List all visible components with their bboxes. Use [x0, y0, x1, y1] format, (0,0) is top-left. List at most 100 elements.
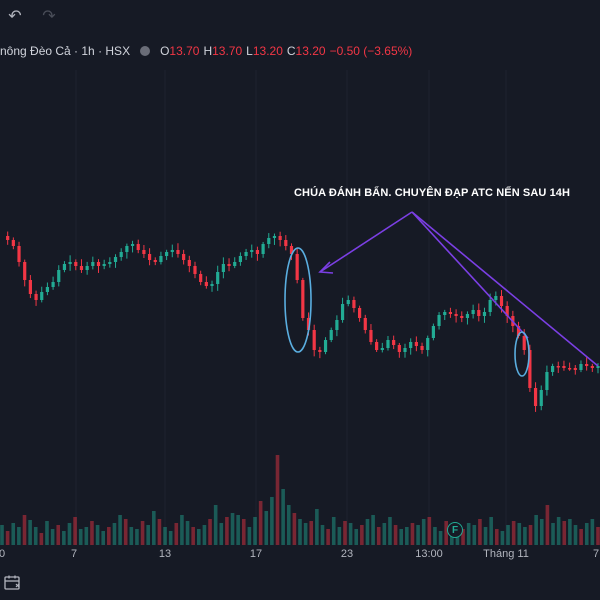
volume-bar [568, 519, 572, 545]
volume-bar [292, 513, 297, 545]
volume-bar [405, 527, 409, 545]
candle-body [170, 250, 174, 252]
candle-body [329, 330, 333, 340]
volume-bar [264, 511, 269, 545]
candle-body [113, 257, 118, 262]
candle-body [136, 244, 140, 250]
volume-bar [50, 529, 55, 545]
candle-body [306, 318, 311, 330]
low-value: 13.20 [252, 44, 283, 58]
candle-body [261, 244, 265, 254]
volume-bar [286, 505, 291, 545]
candle-body [238, 256, 242, 262]
candle-body [28, 280, 32, 294]
trend-arrow-left[interactable] [319, 211, 413, 273]
candle-body [6, 236, 10, 240]
volume-bar [528, 525, 533, 545]
candle-body [516, 326, 521, 336]
volume-bar [551, 523, 555, 545]
candle-body [23, 262, 27, 280]
volume-bar [500, 531, 505, 545]
volume-bar [5, 531, 10, 545]
volume-bar [511, 521, 516, 545]
volume-bar [247, 527, 252, 545]
candle-body [454, 314, 458, 316]
volume-bar [140, 521, 145, 545]
volume-bar [219, 523, 224, 545]
candle-body [437, 315, 441, 326]
volume-bar [584, 523, 589, 545]
candle-body [528, 350, 532, 388]
candle-body [397, 345, 401, 352]
volume-bar [163, 527, 167, 545]
volume-bar [253, 517, 257, 545]
candle-body [375, 342, 379, 350]
candle-body [278, 236, 282, 240]
volume-bar [416, 525, 420, 545]
candle-body [289, 246, 294, 254]
candle-body [221, 264, 225, 272]
candle-body [420, 346, 424, 350]
candle-body [17, 246, 21, 262]
x-tick-label: 7 [592, 548, 600, 560]
x-tick-label: 7 [70, 548, 78, 560]
volume-bar [202, 525, 207, 545]
undo-icon[interactable]: ↶ [8, 8, 22, 25]
volume-bar [107, 527, 111, 545]
candle-body [91, 262, 95, 266]
calendar-icon[interactable] [4, 575, 22, 591]
candle-body [448, 312, 453, 314]
volume-bar [213, 505, 218, 545]
candle-body [556, 366, 560, 368]
volume-bar [62, 531, 66, 545]
volume-bar [0, 525, 4, 545]
annotation-text[interactable]: CHÚA ĐÁNH BẨN. CHUYÊN ĐẠP ATC NẾN SAU 14… [294, 187, 571, 199]
candle-body [568, 368, 572, 370]
volume-bar [309, 521, 314, 545]
volume-bar [67, 523, 72, 545]
candle-body [386, 340, 390, 348]
candle-body [295, 254, 299, 280]
candle-body [272, 236, 277, 238]
volume-bar [562, 521, 567, 545]
candle-body [403, 348, 407, 352]
candle-body [585, 364, 589, 366]
highlight-ellipse-2[interactable] [514, 331, 530, 377]
financials-badge[interactable]: F [447, 522, 463, 538]
candle-body [147, 254, 152, 260]
volume-bar [135, 529, 139, 545]
time-axis[interactable]: 0 7 13 17 23 13:00 Tháng 11 7 [0, 546, 600, 564]
candle-body [323, 340, 328, 352]
volume-bar [466, 523, 471, 545]
volume-bar [433, 527, 437, 545]
volume-bar [275, 455, 280, 545]
candle-body [85, 266, 89, 270]
candle-body [312, 330, 316, 350]
candle-body [533, 388, 538, 406]
volume-bar [545, 505, 550, 545]
candle-body [414, 342, 418, 346]
candlestick-series [6, 231, 600, 412]
volume-bar [478, 519, 482, 545]
volume-bar [101, 531, 106, 545]
trend-line-right[interactable] [411, 211, 599, 367]
trend-line-mid[interactable] [411, 211, 529, 339]
volume-bar [483, 527, 488, 545]
volume-bar [382, 523, 387, 545]
volume-bar [22, 515, 27, 545]
user-drawings[interactable] [284, 211, 599, 377]
volume-bar [410, 523, 415, 545]
volume-bar [95, 525, 100, 545]
volume-bar [152, 511, 156, 545]
volume-bar [191, 527, 195, 545]
symbol-title[interactable]: nông Đèo Cả · 1h · HSX [0, 44, 131, 58]
redo-icon[interactable]: ↷ [42, 8, 56, 25]
highlight-ellipse-1[interactable] [284, 247, 312, 353]
candle-body [443, 312, 447, 315]
candle-body [204, 282, 208, 286]
candle-body [460, 316, 464, 318]
candle-body [346, 300, 350, 304]
candle-body [233, 262, 237, 266]
candle-body [596, 366, 600, 368]
